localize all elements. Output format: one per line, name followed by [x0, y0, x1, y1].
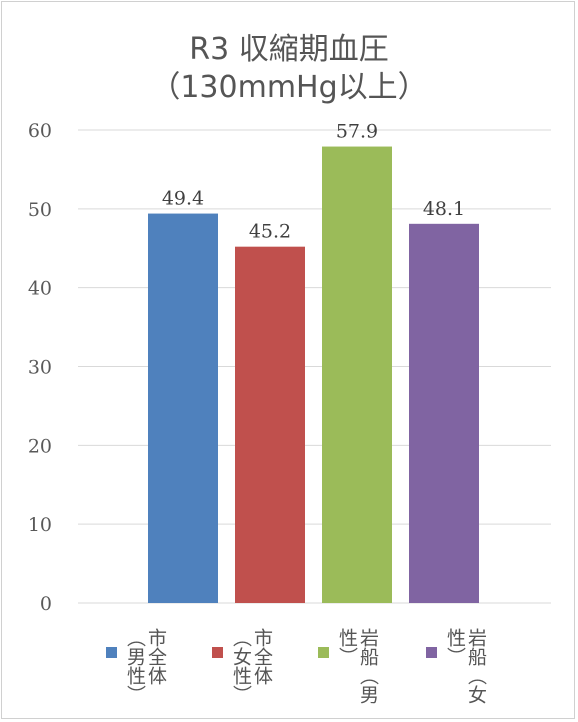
legend-label: 岩船（女性）: [444, 628, 487, 704]
legend-swatch: [426, 647, 437, 658]
bar-2: [235, 246, 305, 603]
chart-title: R3 収縮期血圧: [189, 32, 389, 67]
y-tick-label: 60: [28, 120, 52, 142]
legend-swatch: [106, 647, 117, 658]
legend-item-1: 市全体（男性）: [106, 628, 167, 712]
legend-item-3: 岩船（男性）: [318, 628, 379, 712]
bar-3: [322, 146, 392, 603]
y-tick-label: 20: [28, 435, 52, 457]
legend-swatch: [212, 647, 223, 658]
bar-4: [409, 223, 479, 604]
legend-item-4: 岩船（女性）: [426, 628, 487, 712]
legend-swatch: [318, 647, 329, 658]
y-tick-label: 30: [28, 357, 52, 379]
y-tick-label: 0: [40, 593, 52, 615]
data-label-4: 48.1: [423, 198, 465, 220]
data-label-2: 45.2: [249, 221, 291, 243]
y-tick-label: 10: [28, 514, 52, 536]
data-label-3: 57.9: [336, 121, 378, 143]
y-tick-label: 50: [28, 199, 52, 221]
legend-label: 市全体（男性）: [124, 628, 167, 704]
legend-item-2: 市全体（女性）: [212, 628, 273, 712]
bar-1: [148, 213, 218, 603]
y-tick-label: 40: [28, 278, 52, 300]
data-label-1: 49.4: [162, 188, 204, 210]
legend-label: 岩船（男性）: [336, 628, 379, 704]
legend-label: 市全体（女性）: [230, 628, 273, 704]
chart-subtitle: （130mmHg以上）: [150, 70, 428, 105]
